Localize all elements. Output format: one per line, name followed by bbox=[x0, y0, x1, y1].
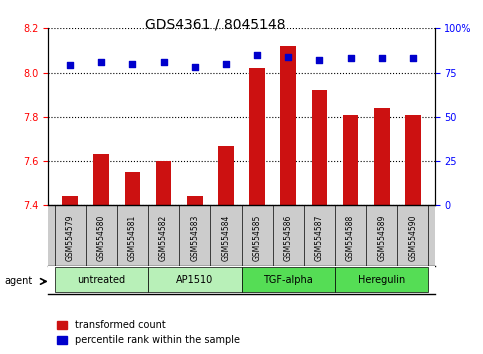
Point bbox=[222, 61, 230, 67]
Point bbox=[315, 57, 323, 63]
FancyBboxPatch shape bbox=[55, 267, 148, 292]
Point bbox=[128, 61, 136, 67]
Bar bbox=[187, 196, 202, 354]
Point bbox=[284, 54, 292, 59]
Text: GSM554588: GSM554588 bbox=[346, 214, 355, 261]
Bar bbox=[312, 90, 327, 354]
Text: GSM554587: GSM554587 bbox=[315, 214, 324, 261]
Point bbox=[378, 56, 385, 61]
Text: untreated: untreated bbox=[77, 275, 125, 285]
Bar bbox=[249, 68, 265, 354]
Text: GSM554584: GSM554584 bbox=[221, 214, 230, 261]
Bar bbox=[374, 108, 389, 354]
Text: GDS4361 / 8045148: GDS4361 / 8045148 bbox=[145, 18, 285, 32]
Point bbox=[160, 59, 168, 65]
Text: agent: agent bbox=[5, 276, 33, 286]
Bar bbox=[94, 154, 109, 354]
Bar bbox=[343, 115, 358, 354]
Text: GSM554583: GSM554583 bbox=[190, 214, 199, 261]
Text: TGF-alpha: TGF-alpha bbox=[263, 275, 313, 285]
Text: GSM554582: GSM554582 bbox=[159, 214, 168, 261]
FancyBboxPatch shape bbox=[148, 267, 242, 292]
Legend: transformed count, percentile rank within the sample: transformed count, percentile rank withi… bbox=[53, 316, 243, 349]
Text: GSM554580: GSM554580 bbox=[97, 214, 106, 261]
Text: GSM554579: GSM554579 bbox=[66, 214, 74, 261]
Bar bbox=[218, 145, 234, 354]
Bar bbox=[156, 161, 171, 354]
FancyBboxPatch shape bbox=[335, 267, 428, 292]
Text: Heregulin: Heregulin bbox=[358, 275, 405, 285]
Text: GSM554581: GSM554581 bbox=[128, 214, 137, 261]
Point bbox=[253, 52, 261, 58]
Text: GSM554586: GSM554586 bbox=[284, 214, 293, 261]
Point bbox=[66, 63, 74, 68]
Bar bbox=[125, 172, 140, 354]
Text: GSM554590: GSM554590 bbox=[409, 214, 417, 261]
Point bbox=[98, 59, 105, 65]
Point bbox=[409, 56, 417, 61]
Bar bbox=[405, 115, 421, 354]
Bar bbox=[281, 46, 296, 354]
Point bbox=[191, 64, 199, 70]
Point bbox=[347, 56, 355, 61]
Bar bbox=[62, 196, 78, 354]
Text: AP1510: AP1510 bbox=[176, 275, 213, 285]
FancyBboxPatch shape bbox=[242, 267, 335, 292]
Text: GSM554585: GSM554585 bbox=[253, 214, 262, 261]
Text: GSM554589: GSM554589 bbox=[377, 214, 386, 261]
